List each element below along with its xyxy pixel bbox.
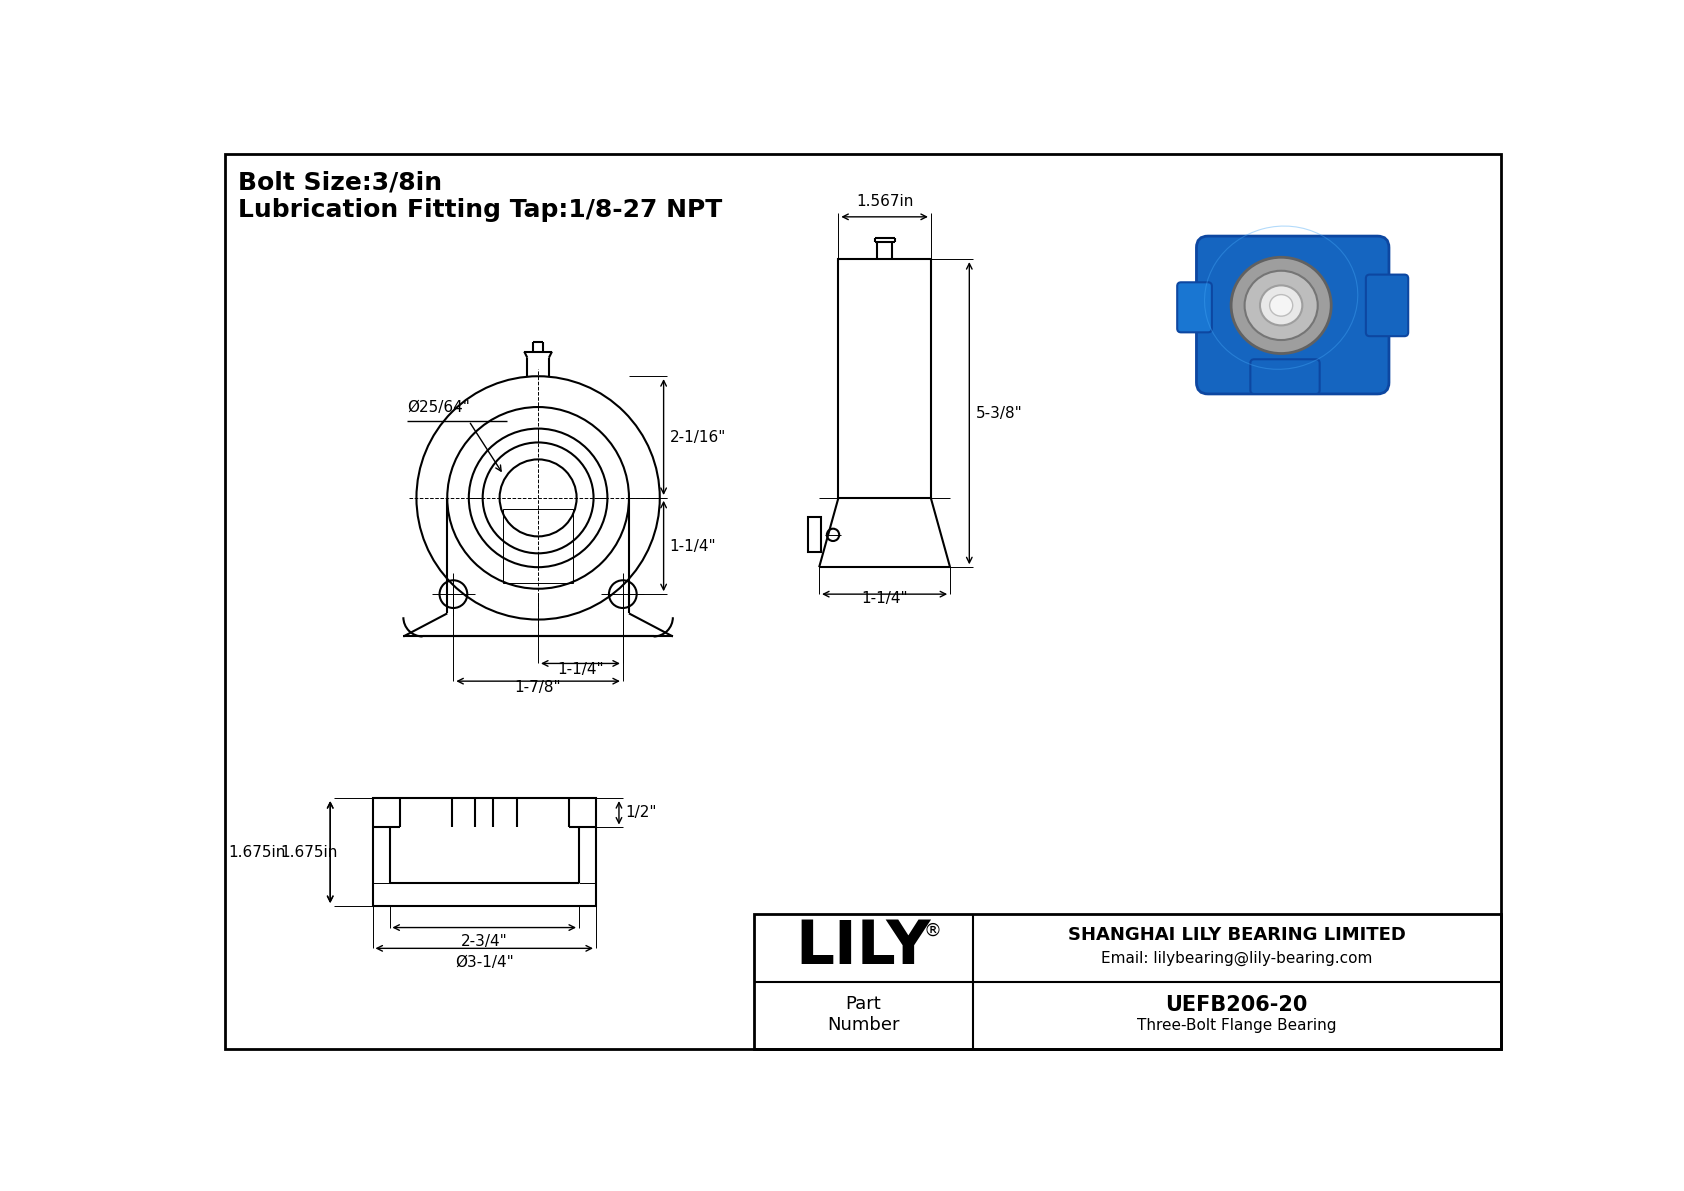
FancyBboxPatch shape	[1366, 275, 1408, 336]
Text: 2-1/16": 2-1/16"	[670, 430, 726, 444]
Bar	[839, 260, 931, 498]
Text: Ø3-1/4": Ø3-1/4"	[455, 954, 514, 969]
Ellipse shape	[1270, 294, 1293, 316]
Bar	[504, 510, 573, 582]
FancyBboxPatch shape	[1250, 360, 1320, 394]
Bar	[754, 915, 1500, 1049]
Text: Part
Number: Part Number	[827, 996, 899, 1034]
Text: UEFB206-20: UEFB206-20	[1165, 996, 1308, 1015]
Text: 1/2": 1/2"	[625, 805, 657, 821]
Text: LILY: LILY	[795, 918, 931, 977]
Text: 1.675in: 1.675in	[280, 844, 337, 860]
Text: ®: ®	[923, 922, 941, 940]
Text: 1-7/8": 1-7/8"	[515, 680, 561, 696]
FancyBboxPatch shape	[1196, 236, 1389, 394]
Text: Bolt Size:3/8in: Bolt Size:3/8in	[237, 170, 441, 194]
FancyBboxPatch shape	[1177, 282, 1212, 332]
Text: 1-1/4": 1-1/4"	[557, 662, 605, 678]
Text: 1-1/4": 1-1/4"	[670, 538, 716, 554]
Ellipse shape	[1260, 286, 1302, 325]
Text: 1-1/4": 1-1/4"	[861, 592, 908, 606]
Bar	[808, 517, 822, 551]
Text: 2-3/4": 2-3/4"	[461, 934, 507, 949]
Text: 1.567in: 1.567in	[855, 194, 913, 210]
Text: SHANGHAI LILY BEARING LIMITED: SHANGHAI LILY BEARING LIMITED	[1068, 927, 1406, 944]
Ellipse shape	[1231, 257, 1332, 354]
Bar	[372, 798, 596, 906]
Text: Email: lilybearing@lily-bearing.com: Email: lilybearing@lily-bearing.com	[1101, 950, 1372, 966]
Text: 1.675in: 1.675in	[227, 844, 286, 860]
Text: 5-3/8": 5-3/8"	[975, 406, 1022, 420]
Text: Lubrication Fitting Tap:1/8-27 NPT: Lubrication Fitting Tap:1/8-27 NPT	[237, 198, 722, 222]
Ellipse shape	[1244, 270, 1319, 341]
Text: Three-Bolt Flange Bearing: Three-Bolt Flange Bearing	[1137, 1018, 1335, 1033]
Text: Ø25/64": Ø25/64"	[408, 400, 470, 414]
